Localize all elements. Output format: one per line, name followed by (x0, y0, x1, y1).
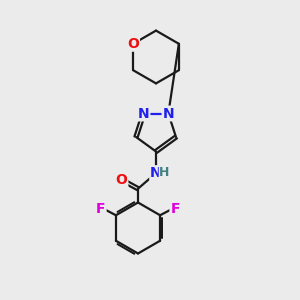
Text: N: N (163, 106, 174, 121)
Text: O: O (116, 173, 128, 187)
Text: H: H (159, 166, 170, 179)
Text: N: N (150, 166, 162, 180)
Text: O: O (127, 37, 139, 51)
Text: F: F (170, 202, 180, 216)
Text: F: F (96, 202, 106, 216)
Text: N: N (138, 106, 149, 121)
